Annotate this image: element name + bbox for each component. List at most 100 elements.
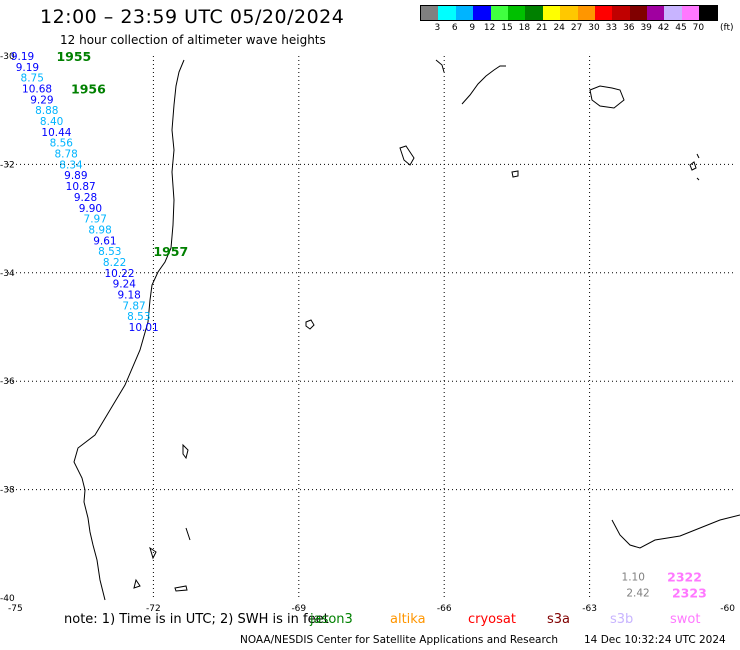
swh-value-label: 10.01 bbox=[129, 322, 159, 334]
swh-value-label: 10.44 bbox=[41, 127, 71, 139]
juan-fernandez-island bbox=[305, 319, 315, 330]
legend-swatch bbox=[664, 6, 682, 20]
swh-value-label: 8.53 bbox=[98, 246, 121, 258]
y-tick-label: -40 bbox=[0, 594, 15, 604]
chiloe-islands bbox=[133, 443, 191, 592]
swh-value-label: 9.28 bbox=[74, 192, 97, 204]
legend-swatch bbox=[438, 6, 456, 20]
legend-tick: 27 bbox=[570, 23, 583, 33]
swh-value-label: 8.78 bbox=[54, 149, 77, 161]
legend-swatch bbox=[681, 6, 700, 20]
y-tick-label: -30 bbox=[0, 52, 15, 62]
page-title: 12:00 – 23:59 UTC 05/20/2024 bbox=[40, 6, 345, 28]
chile-coastline bbox=[73, 59, 185, 601]
x-tick-label: -63 bbox=[582, 604, 597, 614]
legend-swatch bbox=[490, 6, 508, 20]
legend-swatch bbox=[473, 6, 491, 20]
color-legend: (ft) 3 6 9 12 15 18 21 24 27 30 33 36 39 42 45 70 bbox=[420, 5, 734, 35]
legend-swatch bbox=[577, 6, 595, 20]
legend-swatch bbox=[455, 6, 474, 20]
legend-swatch bbox=[594, 6, 613, 20]
legend-tick-row: (ft) 3 6 9 12 15 18 21 24 27 30 33 36 39 42 45 70 bbox=[420, 21, 734, 35]
swh-value-label: 8.56 bbox=[50, 138, 74, 150]
swh-value-label: 9.61 bbox=[93, 235, 116, 247]
legend-swatch bbox=[560, 6, 578, 20]
time-label: 1955 bbox=[56, 49, 91, 64]
satellite-legend-item: altika bbox=[390, 612, 426, 627]
swh-value-label: 1.10 bbox=[622, 571, 645, 583]
satellite-legend-item: s3a bbox=[547, 612, 571, 627]
island-ne bbox=[589, 85, 625, 109]
time-label: 2322 bbox=[667, 569, 702, 584]
swh-value-label: 10.68 bbox=[22, 84, 52, 96]
legend-swatch bbox=[525, 6, 543, 20]
x-tick-label: -75 bbox=[8, 604, 23, 614]
island-san-felix bbox=[399, 145, 415, 166]
generated-time: 14 Dec 10:32:24 UTC 2024 bbox=[584, 634, 726, 646]
x-tick-label: -60 bbox=[720, 604, 735, 614]
grid-lines bbox=[8, 56, 735, 598]
swh-value-label: 8.22 bbox=[103, 257, 126, 269]
legend-swatch bbox=[647, 6, 665, 20]
legend-tick: 33 bbox=[605, 23, 618, 33]
legend-tick: 9 bbox=[469, 23, 476, 33]
footer-note: note: 1) Time is in UTC; 2) SWH is in fe… bbox=[64, 612, 329, 627]
island-north-coast bbox=[435, 59, 506, 105]
x-tick-label: -66 bbox=[437, 604, 452, 614]
island-small-1 bbox=[511, 170, 519, 178]
satellite-legend-item: jason3 bbox=[310, 612, 353, 627]
island-far-east bbox=[689, 153, 700, 181]
satellite-legend-item: cryosat bbox=[468, 612, 516, 627]
swh-value-label: 10.22 bbox=[104, 268, 134, 280]
x-tick-label: -69 bbox=[291, 604, 306, 614]
legend-tick: 3 bbox=[434, 23, 441, 33]
legend-unit: (ft) bbox=[720, 23, 734, 33]
satellite-legend-item: swot bbox=[670, 612, 701, 627]
x-tick-label: -72 bbox=[146, 604, 161, 614]
swh-value-label: 10.87 bbox=[66, 181, 96, 193]
time-label: 2323 bbox=[672, 586, 707, 601]
y-tick-label: -36 bbox=[0, 377, 15, 387]
legend-tick: 45 bbox=[675, 23, 687, 33]
swh-value-label: 9.89 bbox=[64, 170, 87, 182]
swh-value-label: 9.24 bbox=[113, 279, 137, 291]
legend-tick: 6 bbox=[451, 23, 458, 33]
coastline bbox=[73, 59, 740, 601]
legend-tick: 30 bbox=[588, 23, 600, 33]
legend-swatch-bar bbox=[420, 5, 718, 21]
legend-tick: 70 bbox=[692, 23, 705, 33]
swh-value-label: 8.40 bbox=[40, 116, 63, 128]
credit-line: NOAA/NESDIS Center for Satellite Applica… bbox=[240, 634, 558, 646]
legend-swatch bbox=[542, 6, 561, 20]
legend-tick: 15 bbox=[501, 23, 513, 33]
swh-value-label: 9.29 bbox=[30, 94, 53, 106]
legend-swatch bbox=[629, 6, 648, 20]
satellite-legend-item: s3b bbox=[610, 612, 634, 627]
time-label: 1956 bbox=[71, 82, 106, 97]
swh-value-label: 2.42 bbox=[626, 588, 649, 600]
legend-swatch bbox=[699, 6, 717, 20]
y-tick-label: -38 bbox=[0, 486, 15, 496]
swh-value-label: 8.88 bbox=[35, 105, 58, 117]
legend-swatch bbox=[421, 6, 439, 20]
swh-value-label: 8.75 bbox=[21, 73, 44, 85]
swh-value-label: 9.18 bbox=[117, 289, 140, 301]
legend-tick: 24 bbox=[553, 23, 565, 33]
swh-value-label: 7.97 bbox=[84, 214, 107, 226]
y-tick-label: -32 bbox=[0, 160, 15, 170]
legend-tick: 39 bbox=[640, 23, 652, 33]
legend-swatch bbox=[612, 6, 630, 20]
swh-value-label: 8.34 bbox=[59, 159, 83, 171]
y-tick-label: -34 bbox=[0, 269, 15, 279]
page-subtitle: 12 hour collection of altimeter wave hei… bbox=[60, 33, 326, 47]
swh-value-label: 7.87 bbox=[122, 300, 145, 312]
legend-swatch bbox=[507, 6, 526, 20]
legend-tick: 36 bbox=[623, 23, 635, 33]
swh-value-label: 8.53 bbox=[127, 311, 150, 323]
legend-tick: 21 bbox=[536, 23, 548, 33]
patagonia-coast bbox=[611, 514, 740, 549]
legend-tick: 42 bbox=[657, 23, 670, 33]
swh-value-label: 9.90 bbox=[79, 203, 102, 215]
legend-tick: 18 bbox=[518, 23, 531, 33]
